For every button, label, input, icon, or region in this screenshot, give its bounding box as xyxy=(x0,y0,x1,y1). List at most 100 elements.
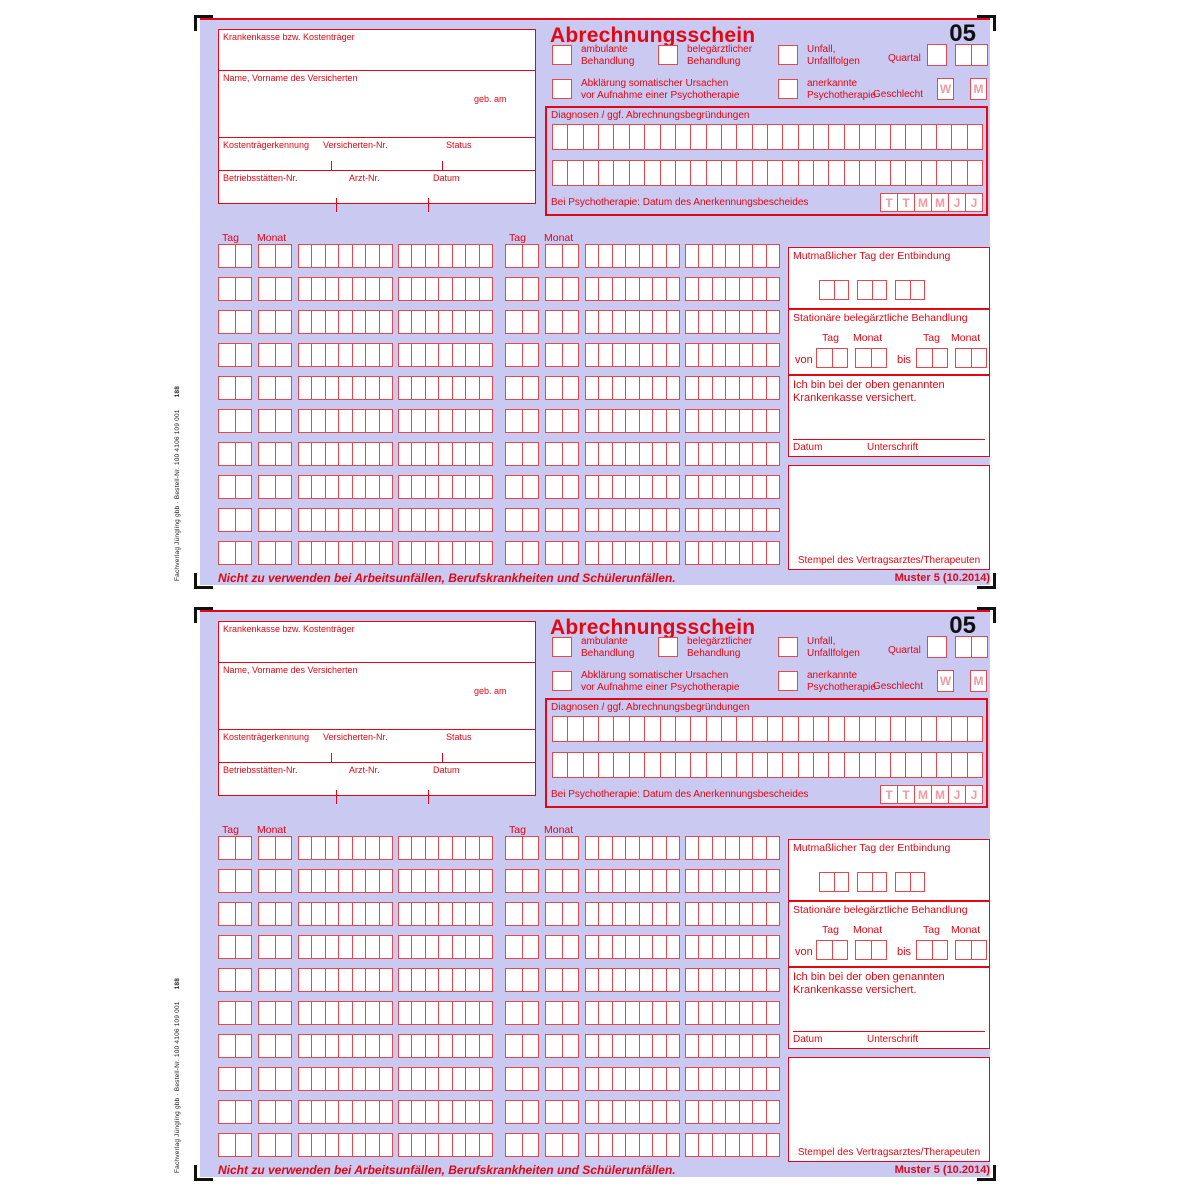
code-cell[interactable] xyxy=(378,475,393,499)
code-cell[interactable] xyxy=(351,277,367,301)
code-cell[interactable] xyxy=(652,869,667,893)
monat-cell[interactable] xyxy=(561,902,579,926)
psychotherapy-date-cell[interactable]: J xyxy=(965,785,983,804)
code-cell[interactable] xyxy=(398,343,413,367)
code-cell[interactable] xyxy=(378,1067,393,1091)
code-cell[interactable] xyxy=(598,244,613,268)
code-cell[interactable] xyxy=(424,869,440,893)
tag-cell[interactable] xyxy=(234,1100,252,1124)
tag-cell[interactable] xyxy=(218,475,236,499)
code-cell[interactable] xyxy=(324,869,340,893)
code-cell[interactable] xyxy=(711,508,727,532)
code-cell[interactable] xyxy=(665,1034,680,1058)
code-cell[interactable] xyxy=(351,1133,367,1157)
code-cell[interactable] xyxy=(378,310,393,334)
tag-cell[interactable] xyxy=(521,310,539,334)
diagnosis-cell[interactable] xyxy=(720,160,738,186)
code-cell[interactable] xyxy=(451,968,467,992)
code-cell[interactable] xyxy=(698,475,713,499)
monat-cell[interactable] xyxy=(258,1100,276,1124)
diagnosis-cell[interactable] xyxy=(874,752,891,778)
code-cell[interactable] xyxy=(311,343,326,367)
monat-cell[interactable] xyxy=(545,310,563,334)
code-cell[interactable] xyxy=(351,836,367,860)
code-cell[interactable] xyxy=(365,376,380,400)
code-cell[interactable] xyxy=(311,935,326,959)
code-cell[interactable] xyxy=(625,968,640,992)
tag-cell[interactable] xyxy=(521,343,539,367)
code-cell[interactable] xyxy=(698,376,713,400)
code-cell[interactable] xyxy=(465,409,480,433)
code-cell[interactable] xyxy=(765,836,780,860)
code-cell[interactable] xyxy=(765,902,780,926)
stamp-box[interactable]: Stempel des Vertragsarztes/Therapeuten xyxy=(788,1057,990,1162)
code-cell[interactable] xyxy=(451,277,467,301)
diagnosis-cell[interactable] xyxy=(797,752,815,778)
code-cell[interactable] xyxy=(725,935,740,959)
code-cell[interactable] xyxy=(424,1034,440,1058)
diagnosis-cell[interactable] xyxy=(767,124,784,150)
tag-cell[interactable] xyxy=(234,409,252,433)
code-cell[interactable] xyxy=(738,1100,754,1124)
code-cell[interactable] xyxy=(611,1100,627,1124)
tag-cell[interactable] xyxy=(234,869,252,893)
code-cell[interactable] xyxy=(324,277,340,301)
code-cell[interactable] xyxy=(598,869,613,893)
monat-cell[interactable] xyxy=(545,244,563,268)
code-cell[interactable] xyxy=(411,541,426,565)
monat-cell[interactable] xyxy=(274,343,292,367)
diagnosis-cell[interactable] xyxy=(659,124,676,150)
code-cell[interactable] xyxy=(338,1034,353,1058)
code-cell[interactable] xyxy=(438,376,453,400)
code-cell[interactable] xyxy=(451,343,467,367)
code-cell[interactable] xyxy=(738,508,754,532)
diagnosis-cell[interactable] xyxy=(951,124,968,150)
code-cell[interactable] xyxy=(338,836,353,860)
code-cell[interactable] xyxy=(478,343,493,367)
code-cell[interactable] xyxy=(324,1133,340,1157)
date-cell[interactable] xyxy=(909,280,925,300)
code-cell[interactable] xyxy=(365,244,380,268)
code-cell[interactable] xyxy=(725,1034,740,1058)
tag-cell[interactable] xyxy=(505,442,523,466)
code-cell[interactable] xyxy=(738,541,754,565)
code-cell[interactable] xyxy=(298,508,313,532)
code-cell[interactable] xyxy=(711,277,727,301)
tag-cell[interactable] xyxy=(505,1067,523,1091)
code-cell[interactable] xyxy=(351,1001,367,1025)
code-cell[interactable] xyxy=(665,409,680,433)
diagnosis-cell[interactable] xyxy=(782,752,799,778)
code-cell[interactable] xyxy=(698,343,713,367)
code-cell[interactable] xyxy=(465,310,480,334)
diagnosis-cell[interactable] xyxy=(859,160,876,186)
signature-line[interactable] xyxy=(793,439,985,440)
code-cell[interactable] xyxy=(378,409,393,433)
date-cell[interactable] xyxy=(855,940,872,960)
code-cell[interactable] xyxy=(311,277,326,301)
diagnosis-cell[interactable] xyxy=(905,716,922,742)
code-cell[interactable] xyxy=(451,508,467,532)
code-cell[interactable] xyxy=(738,869,754,893)
code-cell[interactable] xyxy=(478,1034,493,1058)
diagnosis-cell[interactable] xyxy=(644,716,661,742)
code-cell[interactable] xyxy=(438,409,453,433)
code-cell[interactable] xyxy=(411,475,426,499)
code-cell[interactable] xyxy=(324,1034,340,1058)
von-monat-box[interactable] xyxy=(855,940,887,960)
monat-cell[interactable] xyxy=(274,475,292,499)
code-cell[interactable] xyxy=(585,968,600,992)
code-cell[interactable] xyxy=(625,541,640,565)
diagnosis-cell[interactable] xyxy=(705,160,722,186)
code-cell[interactable] xyxy=(424,1133,440,1157)
code-cell[interactable] xyxy=(311,409,326,433)
code-cell[interactable] xyxy=(652,935,667,959)
tag-cell[interactable] xyxy=(505,409,523,433)
code-cell[interactable] xyxy=(598,1133,613,1157)
code-cell[interactable] xyxy=(638,442,654,466)
code-cell[interactable] xyxy=(725,244,740,268)
code-cell[interactable] xyxy=(365,541,380,565)
code-cell[interactable] xyxy=(598,1067,613,1091)
diagnosis-cell[interactable] xyxy=(813,124,830,150)
monat-cell[interactable] xyxy=(258,902,276,926)
psychotherapy-date-cell[interactable]: J xyxy=(965,193,983,212)
